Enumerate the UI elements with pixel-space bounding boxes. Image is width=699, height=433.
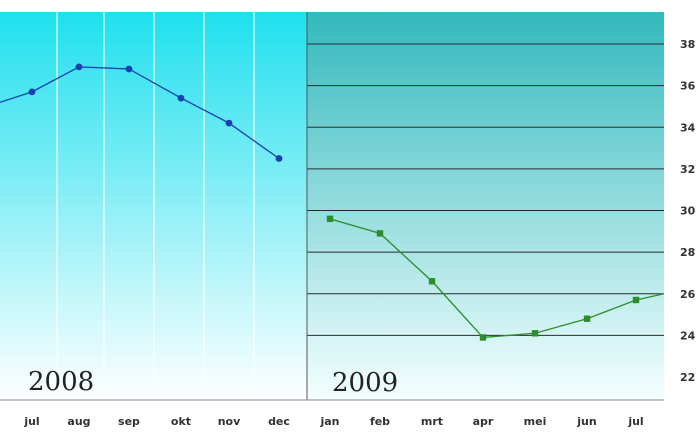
data-point xyxy=(531,330,539,337)
x-tick-label: jan xyxy=(319,415,339,428)
x-tick-label: feb xyxy=(370,415,390,428)
x-tick-label: mei xyxy=(524,415,547,428)
year-label-2009: 2009 xyxy=(332,368,398,398)
x-tick-label: nov xyxy=(218,415,241,428)
year-label-2008: 2008 xyxy=(28,367,94,397)
data-point xyxy=(28,88,36,96)
x-tick-label: okt xyxy=(171,415,191,428)
y-tick-label: 26 xyxy=(680,288,696,301)
x-tick-label: apr xyxy=(473,415,494,428)
x-tick-label: jun xyxy=(576,415,596,428)
y-tick-label: 36 xyxy=(680,80,696,93)
x-tick-label: dec xyxy=(268,415,290,428)
data-point xyxy=(75,63,83,71)
data-point xyxy=(275,155,283,162)
data-point xyxy=(428,278,436,285)
y-tick-label: 24 xyxy=(680,329,696,342)
data-point xyxy=(632,296,640,304)
y-tick-label: 30 xyxy=(680,205,696,218)
series-line-2009 xyxy=(329,218,665,339)
y-tick-label: 28 xyxy=(680,246,695,259)
x-tick-label: sep xyxy=(118,415,140,428)
x-tick-label: mrt xyxy=(421,415,443,428)
data-point xyxy=(225,119,233,127)
y-tick-label: 32 xyxy=(680,163,695,176)
data-point xyxy=(177,94,185,102)
y-tick-label: 22 xyxy=(680,371,695,384)
x-tick-label: aug xyxy=(67,415,90,428)
x-tick-label: jul xyxy=(23,415,39,428)
data-point xyxy=(376,230,384,237)
y-tick-label: 38 xyxy=(680,38,695,51)
panel-2009-background xyxy=(307,12,664,400)
y-tick-label: 34 xyxy=(680,121,696,134)
data-point xyxy=(479,334,487,341)
data-point xyxy=(326,215,334,223)
data-point xyxy=(125,65,133,73)
x-tick-label: jul xyxy=(627,415,643,428)
data-point xyxy=(583,315,591,322)
